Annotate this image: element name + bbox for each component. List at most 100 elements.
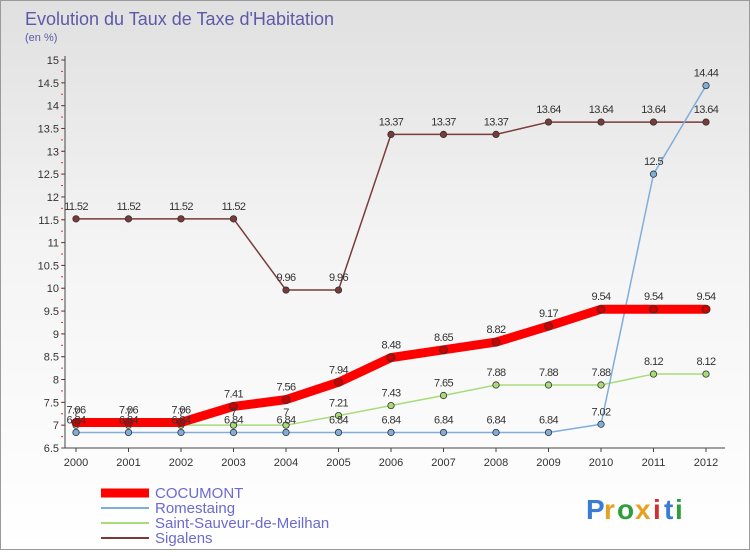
- data-point: [702, 370, 710, 378]
- x-tick-label: 2002: [169, 457, 193, 469]
- data-label: 9.96: [276, 272, 295, 284]
- data-label: 9.96: [329, 272, 348, 284]
- y-tick-label: 9.5: [44, 306, 59, 318]
- data-point: [597, 118, 605, 126]
- data-label: 13.64: [589, 104, 614, 116]
- y-tick-label: 7.5: [44, 397, 59, 409]
- logo-letter: r: [604, 494, 615, 525]
- data-label: 7: [178, 407, 184, 419]
- data-label: 7: [73, 407, 79, 419]
- x-tick-label: 2012: [694, 457, 718, 469]
- data-point: [334, 286, 343, 294]
- data-point: [387, 130, 395, 139]
- legend-label: Saint-Sauveur-de-Meilhan: [155, 515, 329, 532]
- data-point: [229, 428, 238, 437]
- data-label: 7: [126, 407, 132, 419]
- series-romestaing: [72, 81, 710, 437]
- logo-letter: i: [675, 494, 683, 525]
- legend: COCUMONTRomestaingSaint-Sauveur-de-Meilh…: [101, 485, 329, 547]
- data-point: [282, 421, 290, 429]
- data-label: 9.54: [591, 291, 610, 303]
- data-label: 7.56: [276, 382, 295, 394]
- data-point: [491, 337, 501, 347]
- y-tick-label: 7: [53, 420, 59, 432]
- data-point: [72, 215, 80, 223]
- y-tick-label: 10.5: [38, 260, 59, 272]
- data-point: [649, 304, 658, 314]
- data-point: [387, 401, 395, 410]
- data-label: 7.94: [329, 364, 348, 376]
- series-sigalens: [72, 118, 710, 294]
- data-label: 6.84: [539, 414, 558, 426]
- y-tick-label: 12.5: [38, 169, 59, 181]
- data-point: [439, 391, 448, 400]
- data-label: 6.84: [486, 414, 505, 426]
- data-label: 7.43: [381, 388, 400, 400]
- logo-letter: x: [635, 494, 651, 525]
- data-label: 7.88: [539, 367, 558, 379]
- data-label: 14.44: [694, 68, 719, 80]
- data-label: 8.65: [434, 332, 453, 344]
- data-label: 6.84: [66, 414, 85, 426]
- data-point: [229, 421, 238, 429]
- data-label: 11.52: [222, 201, 246, 213]
- logo-letter: t: [664, 494, 673, 525]
- x-tick-label: 2000: [64, 457, 88, 469]
- data-label: 6.84: [329, 414, 348, 426]
- data-label: 6.84: [171, 414, 190, 426]
- data-point: [334, 428, 343, 437]
- y-tick-label: 14: [47, 101, 59, 113]
- y-tick-label: 8: [53, 375, 59, 387]
- x-tick-label: 2007: [431, 457, 455, 469]
- data-point: [124, 418, 133, 427]
- y-tick-label: 8.5: [44, 352, 59, 364]
- data-point: [492, 381, 500, 389]
- data-point: [387, 428, 395, 437]
- y-tick-label: 13.5: [38, 123, 59, 135]
- data-label: 11.52: [169, 201, 193, 213]
- data-label: 9.54: [696, 291, 715, 303]
- data-point: [439, 428, 448, 437]
- y-tick-label: 14.5: [38, 78, 59, 90]
- chart-title: Evolution du Taux de Taxe d'Habitation: [25, 9, 334, 29]
- y-tick-label: 12: [47, 192, 59, 204]
- y-tick-label: 11.5: [38, 215, 59, 227]
- data-point: [176, 418, 186, 427]
- data-label: 7: [283, 407, 289, 419]
- data-label: 9.54: [644, 291, 663, 303]
- data-point: [701, 304, 711, 314]
- data-point: [334, 377, 343, 387]
- data-point: [177, 215, 185, 223]
- data-label: 11.52: [117, 201, 141, 213]
- x-tick-label: 2011: [642, 457, 666, 469]
- data-label: 13.64: [694, 104, 719, 116]
- plot-area: 11.52 11.52 11.52 11.52 9.96 9.96 13.37 13.37 13…: [64, 68, 719, 437]
- data-labels: 11.52 11.52 11.52 11.52 9.96 9.96 13.37 13.37 13…: [64, 68, 719, 427]
- chart-subtitle: (en %): [25, 32, 57, 44]
- data-label: 9.17: [539, 308, 558, 320]
- data-point: [124, 215, 133, 223]
- data-label: 7.02: [591, 406, 610, 418]
- data-label: 7.88: [591, 367, 610, 379]
- data-label: 6.84: [381, 414, 400, 426]
- data-point: [702, 81, 710, 90]
- data-point: [229, 402, 238, 411]
- y-tick-label: 6.5: [44, 443, 59, 455]
- data-label: 6.84: [119, 414, 138, 426]
- data-point: [544, 428, 553, 437]
- data-label: 12.5: [644, 156, 663, 168]
- data-point: [597, 420, 605, 428]
- logo-letter: o: [617, 494, 634, 525]
- data-point: [544, 321, 553, 331]
- data-point: [649, 370, 658, 378]
- data-label: 8.82: [486, 324, 505, 336]
- data-label: 13.37: [379, 116, 404, 128]
- data-label: 7.06: [66, 404, 85, 416]
- data-label: 13.64: [536, 104, 561, 116]
- data-point: [492, 428, 500, 437]
- data-label: 8.48: [381, 340, 400, 352]
- y-tick-label: 11: [48, 238, 59, 250]
- data-point: [177, 428, 185, 437]
